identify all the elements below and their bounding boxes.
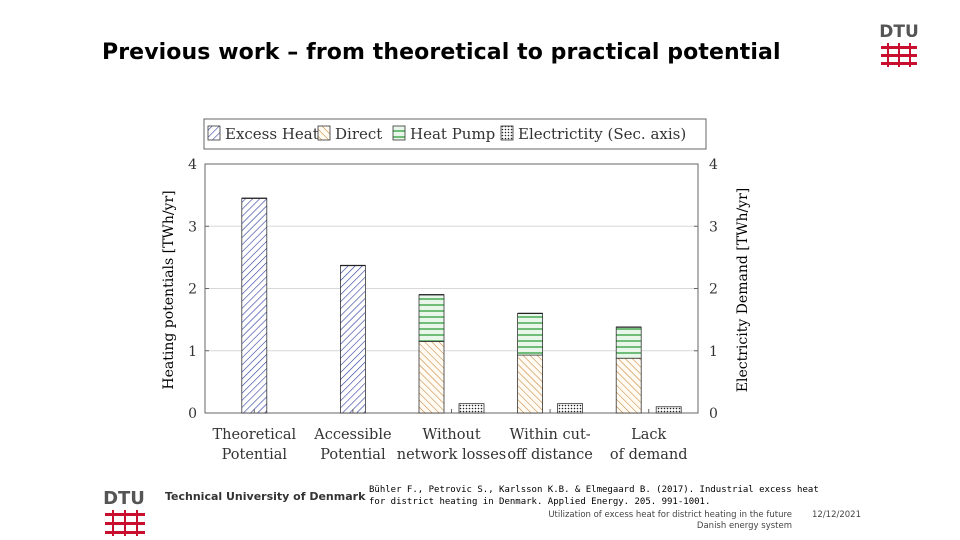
bar-direct (517, 354, 544, 414)
dtu-footer-logo-mark (105, 510, 145, 536)
bar-electricity (557, 403, 584, 414)
bar-excess-heat (241, 197, 268, 414)
slide-title: Previous work – from theoretical to prac… (102, 40, 781, 65)
chart-svg: Excess Heat Direct Heat Pump Electrictity (… (161, 118, 751, 463)
x-tick-label: Potential (320, 447, 386, 463)
x-tick-label: Potential (222, 447, 288, 463)
footer-subject: Utilization of excess heat for district … (470, 510, 792, 532)
legend-swatch (317, 125, 331, 141)
legend-box (203, 118, 707, 150)
legend-swatch (207, 125, 221, 141)
dtu-logo-footer: DTU (103, 488, 145, 536)
bar-electricity (458, 403, 485, 414)
y-axis-ticks: 0 1 2 3 4 (188, 157, 209, 422)
x-tick-label: Accessible (313, 427, 391, 443)
x-tick-label: of demand (610, 447, 688, 463)
y-tick-label: 4 (188, 157, 197, 173)
x-axis-labels: Theoretical Potential Accessible Potential W… (212, 427, 687, 463)
y2-tick-label: 0 (709, 406, 718, 422)
bar-excess-heat (339, 265, 366, 414)
x-tick-label: Lack (631, 427, 666, 443)
bar-heat-pump (615, 326, 642, 359)
y2-axis-ticks: 0 1 2 3 4 (694, 157, 718, 422)
legend-label: Direct (335, 125, 382, 143)
bar-direct (615, 357, 642, 414)
legend-swatch (500, 125, 514, 141)
legend-swatch (392, 125, 406, 141)
x-tick-label: Within cut- (509, 427, 590, 443)
dtu-logo-mark (881, 43, 917, 67)
footer-date: 12/12/2021 (812, 510, 861, 520)
bar-heat-pump (517, 312, 544, 356)
x-tick-label: Theoretical (212, 427, 296, 443)
y2-axis-label: Electricity Demand [TWh/yr] (735, 188, 751, 392)
bars (241, 197, 682, 414)
y-tick-label: 1 (188, 344, 197, 360)
dtu-logo-text: DTU (879, 22, 919, 42)
x-tick-label: network losses (397, 447, 507, 463)
legend-label: Electrictity (Sec. axis) (518, 125, 686, 143)
footer-subject-line1: Utilization of excess heat for district … (548, 510, 792, 520)
legend-label: Excess Heat (225, 125, 319, 143)
x-tick-label: Without (422, 427, 481, 443)
university-name: Technical University of Denmark (165, 490, 366, 503)
footer-subject-line2: Danish energy system (696, 521, 792, 531)
y2-tick-label: 4 (709, 157, 718, 173)
dtu-logo-top: DTU (879, 22, 919, 67)
y2-tick-label: 1 (709, 344, 718, 360)
chart-legend: Excess Heat Direct Heat Pump Electrictity (… (203, 118, 707, 150)
reference-citation: Bühler F., Petrovic S., Karlsson K.B. & … (369, 485, 819, 507)
y-tick-label: 0 (188, 406, 197, 422)
chart: Excess Heat Direct Heat Pump Electrictity (… (150, 110, 770, 480)
legend-label: Heat Pump (410, 125, 495, 143)
bar-heat-pump (418, 294, 445, 342)
y-tick-label: 3 (188, 219, 197, 235)
bar-direct (418, 341, 445, 414)
y-tick-label: 2 (188, 282, 197, 298)
y2-tick-label: 3 (709, 219, 718, 235)
bar-electricity (655, 406, 682, 414)
y2-tick-label: 2 (709, 282, 718, 298)
y-axis-label: Heating potentials [TWh/yr] (161, 190, 177, 389)
x-tick-label: off distance (507, 447, 593, 463)
dtu-footer-logo-text: DTU (103, 488, 145, 509)
